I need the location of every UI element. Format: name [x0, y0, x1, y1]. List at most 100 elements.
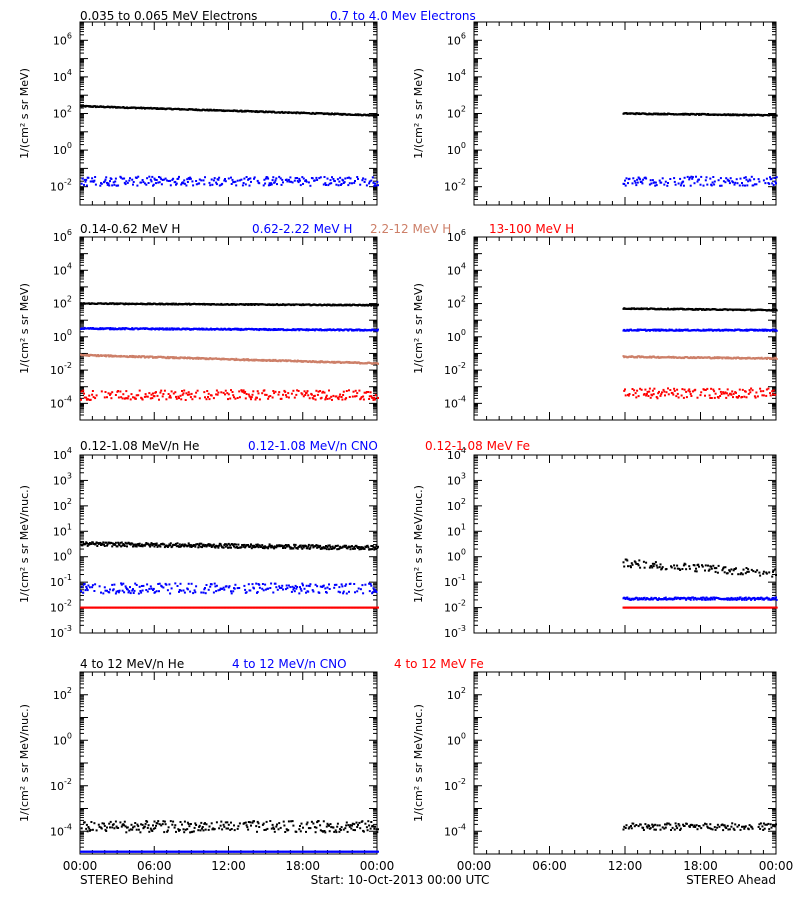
data-point	[728, 179, 731, 182]
data-point	[371, 545, 374, 547]
data-point	[212, 591, 215, 594]
data-point	[761, 394, 764, 397]
data-point	[238, 396, 241, 399]
data-point	[163, 178, 166, 181]
data-point	[767, 387, 770, 390]
data-point	[123, 591, 126, 594]
data-point	[704, 179, 707, 182]
data-point	[99, 184, 102, 187]
data-point	[376, 329, 379, 332]
data-point	[241, 390, 244, 393]
data-point	[282, 588, 284, 591]
data-point	[175, 542, 177, 545]
data-point	[261, 547, 264, 549]
data-point	[121, 177, 124, 180]
data-point	[151, 397, 154, 400]
data-point	[624, 184, 627, 187]
data-point	[691, 177, 694, 180]
data-point	[160, 389, 163, 392]
data-point	[256, 390, 259, 393]
y-tick-label: 10-2	[444, 361, 466, 377]
data-point	[106, 183, 109, 186]
data-point	[326, 397, 329, 400]
data-point	[687, 389, 690, 392]
data-point	[299, 179, 301, 182]
data-point	[765, 394, 768, 397]
data-point	[93, 179, 96, 182]
data-point	[370, 545, 373, 547]
data-point	[730, 393, 733, 396]
data-point	[762, 390, 765, 393]
data-point	[104, 354, 107, 357]
data-point	[106, 396, 108, 399]
data-point	[150, 542, 153, 545]
data-point	[351, 545, 353, 548]
data-point	[651, 179, 654, 182]
data-point	[305, 180, 308, 183]
data-point	[269, 544, 272, 547]
data-point	[361, 547, 364, 550]
data-point	[290, 180, 293, 183]
data-point	[332, 394, 335, 397]
data-point	[149, 545, 152, 548]
data-point	[284, 547, 287, 549]
data-point	[224, 389, 227, 392]
data-point	[191, 398, 194, 401]
data-point	[204, 592, 207, 595]
data-point	[251, 393, 254, 396]
data-point	[632, 177, 635, 180]
data-point	[348, 389, 350, 392]
data-point	[205, 398, 208, 401]
data-point	[169, 328, 172, 331]
data-point	[135, 584, 138, 586]
data-point	[130, 393, 133, 396]
data-point	[206, 390, 209, 392]
data-point	[305, 391, 308, 394]
data-point	[244, 183, 247, 186]
data-point	[169, 396, 172, 399]
data-point	[328, 544, 331, 547]
data-point	[632, 394, 635, 396]
data-point	[731, 390, 734, 393]
data-point	[348, 176, 350, 179]
data-point	[639, 178, 642, 181]
data-point	[230, 590, 232, 593]
data-point	[224, 180, 227, 183]
data-point	[304, 394, 307, 396]
data-point	[83, 183, 85, 186]
data-point	[322, 546, 325, 549]
data-point	[242, 358, 245, 361]
data-point	[142, 584, 145, 587]
data-point	[359, 548, 362, 551]
data-point	[293, 396, 296, 399]
data-point	[738, 184, 741, 187]
data-point	[118, 544, 121, 547]
data-point	[348, 546, 351, 548]
data-point	[659, 394, 662, 397]
data-point	[714, 392, 717, 395]
data-point	[307, 545, 310, 548]
data-point	[240, 389, 243, 392]
data-point	[98, 328, 101, 331]
data-point	[244, 588, 247, 591]
data-point	[331, 545, 334, 548]
data-point	[180, 545, 183, 547]
data-point	[325, 394, 328, 397]
data-point	[171, 356, 174, 359]
data-point	[176, 585, 179, 587]
data-point	[725, 177, 728, 180]
data-point	[214, 546, 217, 549]
data-point	[143, 182, 146, 185]
data-point	[281, 584, 284, 587]
data-point	[122, 582, 125, 585]
data-point	[84, 589, 87, 592]
data-point	[267, 587, 270, 590]
data-point	[150, 328, 153, 331]
data-point	[229, 544, 232, 547]
data-point	[82, 591, 85, 594]
data-point	[166, 179, 169, 182]
data-point	[255, 543, 258, 546]
data-point	[762, 179, 765, 182]
data-point	[155, 542, 158, 545]
data-point	[292, 389, 295, 392]
